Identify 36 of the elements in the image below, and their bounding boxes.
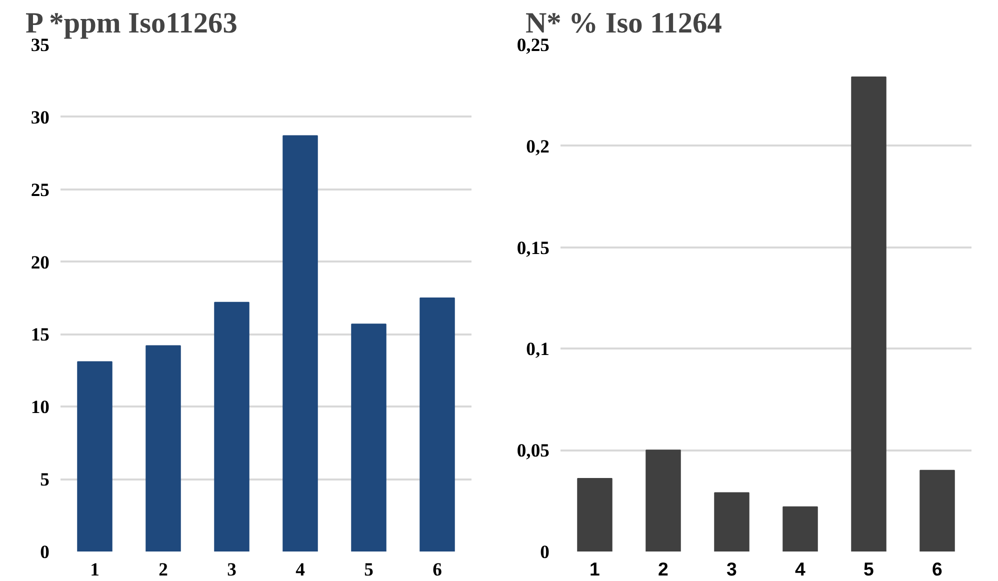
x-tick-label: 5	[864, 558, 874, 580]
y-tick-label: 0	[540, 542, 550, 563]
y-tick-label: 0,2	[526, 136, 550, 158]
bar	[146, 345, 181, 552]
y-tick-label: 5	[40, 470, 50, 491]
bar	[420, 298, 455, 552]
y-tick-label: 30	[30, 107, 50, 128]
y-tick-label: 0	[40, 542, 50, 563]
bar	[282, 135, 318, 552]
x-tick-label: 5	[364, 560, 374, 580]
y-tick-label: 20	[30, 252, 50, 274]
y-tick-label: 0,1	[526, 339, 550, 360]
bar	[920, 470, 955, 552]
x-tick-label: 2	[658, 558, 668, 580]
x-tick-label: 4	[296, 560, 305, 580]
x-tick-label: 1	[90, 560, 100, 580]
bar	[577, 478, 612, 552]
bar	[214, 302, 250, 552]
y-tick-label: 15	[30, 324, 50, 346]
bar	[782, 506, 818, 552]
x-tick-label: 3	[227, 560, 236, 580]
x-tick-label: 1	[590, 558, 600, 580]
bar	[77, 361, 112, 552]
y-tick-label: 0,15	[516, 238, 550, 259]
bar	[851, 76, 886, 552]
x-tick-label: 4	[795, 558, 806, 580]
y-tick-label: 10	[30, 397, 50, 418]
x-tick-label: 6	[932, 558, 942, 580]
x-tick-label: 3	[726, 558, 737, 580]
y-tick-label: 25	[30, 180, 50, 201]
x-tick-label: 2	[158, 560, 168, 580]
bar	[351, 324, 386, 552]
y-tick-label: 0,05	[516, 440, 550, 462]
bar	[646, 450, 681, 552]
bar	[714, 492, 750, 552]
x-tick-label: 6	[432, 560, 442, 580]
